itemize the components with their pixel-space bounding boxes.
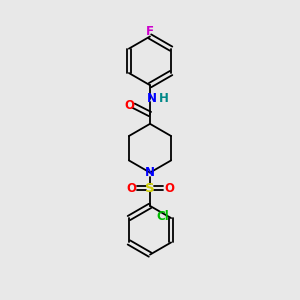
Text: O: O: [126, 182, 136, 194]
Text: S: S: [145, 182, 155, 194]
Text: O: O: [124, 99, 134, 112]
Text: O: O: [164, 182, 174, 194]
Text: N: N: [145, 166, 155, 179]
Text: H: H: [159, 92, 169, 105]
Text: F: F: [146, 25, 154, 38]
Text: N: N: [146, 92, 157, 105]
Text: Cl: Cl: [156, 210, 169, 223]
